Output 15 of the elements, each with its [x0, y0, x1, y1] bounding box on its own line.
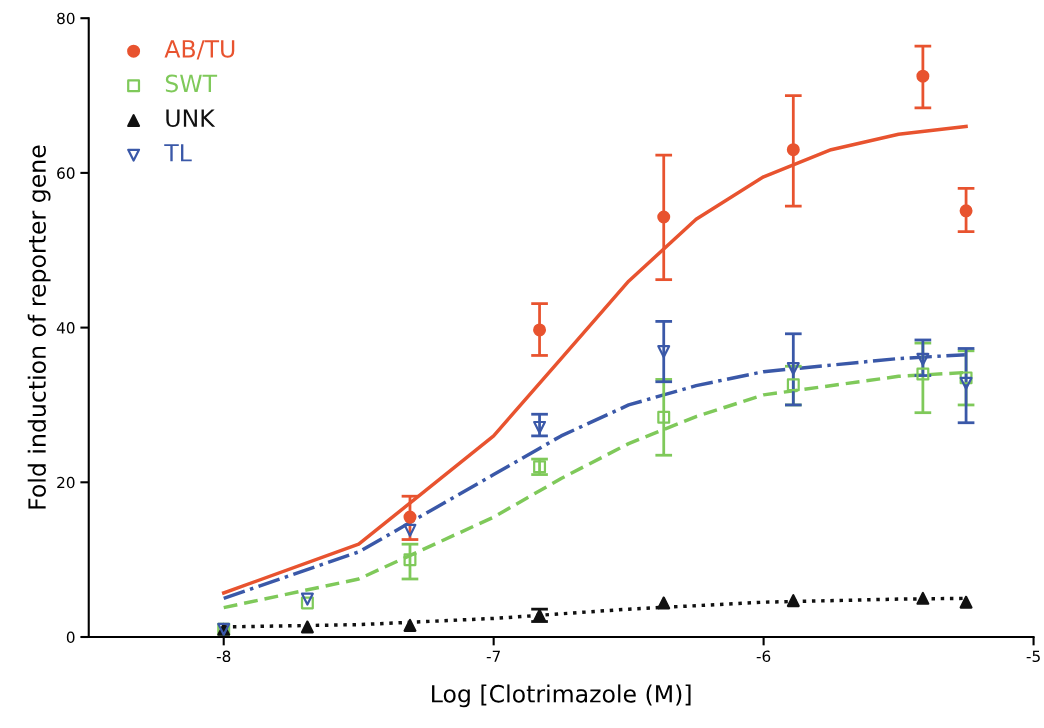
legend-label: TL — [164, 144, 192, 162]
x-tick-label: -6 — [756, 650, 771, 663]
x-tick-label: -8 — [216, 650, 231, 663]
x-axis-title: Log [Clotrimazole (M)] — [432, 684, 691, 708]
y-tick-label: 40 — [56, 322, 75, 334]
y-axis-title: Fold induction of reporter gene — [27, 145, 51, 509]
x-tick-label: -7 — [486, 650, 500, 662]
legend-label: AB/TU — [164, 40, 235, 60]
x-tick-label: -5 — [1026, 650, 1040, 663]
legend-label: UNK — [166, 109, 216, 128]
y-tick-label: 20 — [57, 476, 75, 489]
legend-label: SWT — [165, 74, 218, 93]
y-tick-label: 80 — [57, 12, 75, 25]
y-tick-label: 60 — [57, 167, 75, 179]
y-tick-label: 0 — [66, 631, 75, 644]
